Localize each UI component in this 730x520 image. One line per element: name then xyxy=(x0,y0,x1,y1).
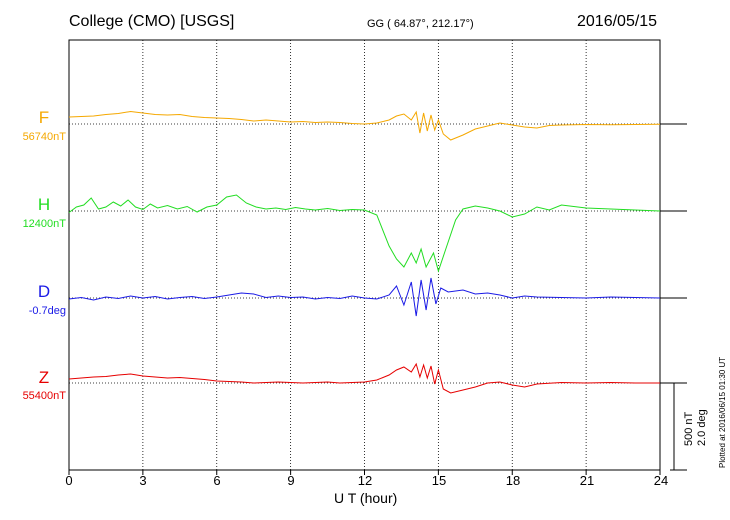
component-z-baseline: 55400nT xyxy=(22,390,66,402)
component-baselines xyxy=(69,123,687,384)
component-h-label: H xyxy=(37,195,51,214)
x-tick-label: 18 xyxy=(505,473,521,488)
component-h-baseline: 12400nT xyxy=(22,218,66,230)
series-z-line xyxy=(68,362,660,394)
plot-frame xyxy=(68,39,661,471)
coordinates-label: GG ( 64.87°, 212.17°) xyxy=(367,18,474,30)
station-title: College (CMO) [USGS] xyxy=(69,13,235,30)
x-axis-title: U T (hour) xyxy=(334,490,398,506)
grid-lines xyxy=(142,40,587,470)
series-group xyxy=(68,110,661,394)
x-tick-marks xyxy=(68,470,661,475)
plotted-timestamp: Plotted at 2016/06/15 01:30 UT xyxy=(718,356,727,468)
series-h-line xyxy=(68,194,661,273)
scale-deg-label: 2.0 deg xyxy=(696,409,708,446)
component-f-baseline: 56740nT xyxy=(22,131,66,143)
component-z-label: Z xyxy=(38,368,50,387)
x-tick-label: 24 xyxy=(653,473,669,488)
x-tick-label: 12 xyxy=(357,473,373,488)
x-tick-label: 6 xyxy=(213,473,221,488)
x-tick-label: 0 xyxy=(65,473,73,488)
scale-nt-label: 500 nT xyxy=(683,411,695,446)
x-tick-label: 21 xyxy=(579,473,595,488)
x-tick-label: 3 xyxy=(139,473,147,488)
series-d-line xyxy=(68,277,661,317)
series-f-line xyxy=(68,110,661,141)
component-d-baseline: -0.7deg xyxy=(28,305,66,317)
component-f-label: F xyxy=(38,108,50,127)
component-d-label: D xyxy=(37,282,51,301)
date-label: 2016/05/15 xyxy=(577,13,658,30)
x-tick-label: 9 xyxy=(287,473,295,488)
scale-bar xyxy=(670,383,687,471)
x-tick-label: 15 xyxy=(431,473,447,488)
